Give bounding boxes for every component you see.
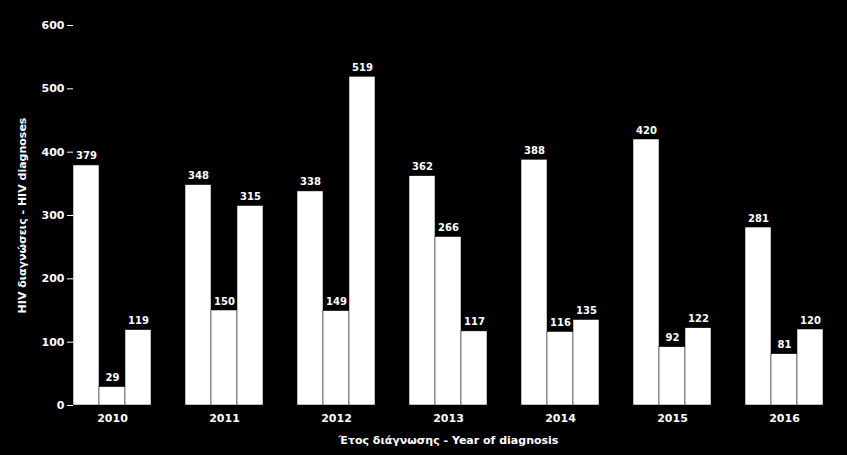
- svg-text:2013: 2013: [433, 412, 464, 425]
- svg-text:379: 379: [76, 150, 97, 161]
- svg-text:117: 117: [464, 316, 485, 327]
- svg-text:2015: 2015: [657, 412, 688, 425]
- svg-text:122: 122: [688, 313, 709, 324]
- svg-text:120: 120: [800, 315, 821, 326]
- svg-text:2011: 2011: [209, 412, 240, 425]
- svg-text:116: 116: [550, 317, 571, 328]
- svg-text:266: 266: [438, 222, 459, 233]
- svg-text:81: 81: [778, 339, 792, 350]
- svg-text:100: 100: [42, 336, 65, 349]
- svg-text:281: 281: [748, 213, 769, 224]
- svg-text:0: 0: [57, 399, 65, 412]
- svg-text:2010: 2010: [97, 412, 128, 425]
- svg-text:92: 92: [666, 332, 680, 343]
- svg-text:2016: 2016: [769, 412, 800, 425]
- svg-text:150: 150: [214, 296, 235, 307]
- svg-text:200: 200: [42, 272, 65, 285]
- svg-text:315: 315: [240, 191, 261, 202]
- svg-text:2014: 2014: [545, 412, 576, 425]
- svg-text:600: 600: [42, 19, 65, 32]
- svg-text:29: 29: [106, 372, 120, 383]
- svg-text:388: 388: [524, 145, 545, 156]
- svg-text:400: 400: [42, 146, 65, 159]
- svg-text:420: 420: [636, 125, 657, 136]
- svg-text:HIV διαγνώσεις - HIV diagnoses: HIV διαγνώσεις - HIV diagnoses: [16, 117, 29, 313]
- svg-text:519: 519: [352, 62, 373, 73]
- svg-text:362: 362: [412, 161, 433, 172]
- svg-text:300: 300: [42, 209, 65, 222]
- svg-text:500: 500: [42, 82, 65, 95]
- svg-text:338: 338: [300, 176, 321, 187]
- svg-text:149: 149: [326, 296, 347, 307]
- svg-text:135: 135: [576, 305, 597, 316]
- svg-text:119: 119: [128, 315, 149, 326]
- svg-text:2012: 2012: [321, 412, 352, 425]
- svg-text:348: 348: [188, 170, 209, 181]
- svg-text:Έτος διάγνωσης - Year of diagn: Έτος διάγνωσης - Year of diagnosis: [338, 434, 559, 447]
